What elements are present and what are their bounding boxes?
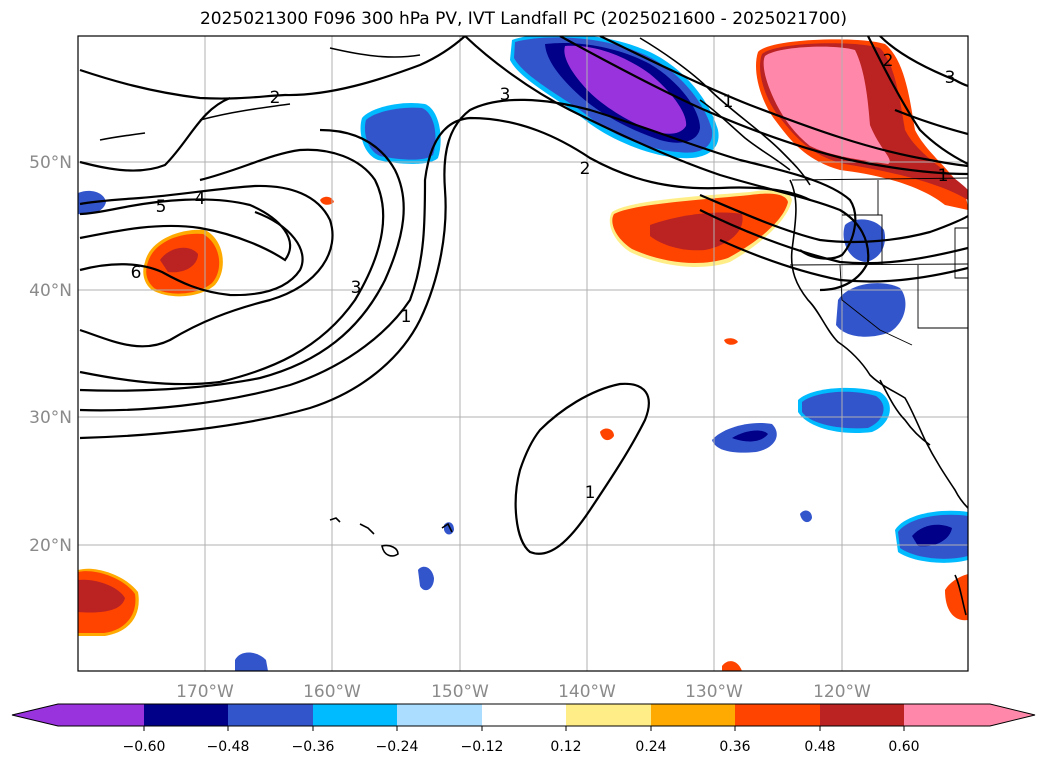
colorbar-swatch-6: [482, 704, 566, 726]
colorbar-tick-label: −0.36: [292, 739, 335, 755]
colorbar-swatch-10: [820, 704, 904, 726]
colorbar-extend-right: [990, 704, 1035, 726]
colorbar-tick-label: −0.24: [376, 739, 419, 755]
colorbar-tick-label: −0.48: [207, 739, 250, 755]
contour-label-3: 3: [500, 85, 511, 105]
contour-label-3c: 3: [945, 68, 956, 88]
contour-label-1: 1: [401, 307, 412, 327]
pv-contours: [79, 36, 968, 555]
latitude-labels: 50°N 40°N 30°N 20°N: [29, 153, 72, 556]
contour-label-3b: 3: [351, 278, 362, 298]
graticule: [78, 36, 968, 671]
shading-positive-pacific-northwest: [755, 39, 968, 211]
colorbar-extend-left: [12, 704, 58, 726]
lon-label-120w: 120°W: [813, 682, 871, 702]
contour-label-5: 5: [156, 197, 167, 217]
contour-label-1b: 1: [585, 483, 596, 503]
lon-label-170w: 170°W: [176, 682, 234, 702]
lon-label-130w: 130°W: [685, 682, 743, 702]
map-layers: 2 3 4 5 6 3 1 2 1 1 1 2 3: [78, 36, 968, 671]
map-frame: [77, 35, 969, 672]
contour-label-1c: 1: [723, 92, 734, 112]
colorbar-swatch-8: [651, 704, 735, 726]
colorbar-swatch-9: [735, 704, 820, 726]
contour-label-2b: 2: [580, 159, 591, 179]
shading-positive-west-pacific: [143, 196, 334, 297]
colorbar-swatch-5: [397, 704, 482, 726]
map-title: 2025021300 F096 300 hPa PV, IVT Landfall…: [199, 9, 847, 29]
colorbar-tick-label: 0.60: [888, 739, 919, 755]
shading-negative-north-pacific: [360, 102, 441, 164]
colorbar-tick-label: 0.48: [804, 739, 835, 755]
colorbar-swatch-4: [313, 704, 397, 726]
lat-label-30n: 30°N: [29, 408, 72, 428]
shading-negative-subtropics: [235, 387, 968, 671]
colorbar-tick-label: 0.24: [635, 739, 666, 755]
lon-label-160w: 160°W: [303, 682, 361, 702]
colorbar: −0.60 −0.48 −0.36 −0.24 −0.12 0.12 0.24 …: [11, 703, 1036, 755]
contour-labels: 2 3 4 5 6 3 1 2 1 1 1 2 3: [131, 51, 956, 503]
colorbar-outline: [11, 703, 1036, 727]
lat-label-40n: 40°N: [29, 281, 72, 301]
colorbar-swatch-3: [228, 704, 313, 726]
colorbar-swatch-2: [144, 704, 228, 726]
colorbar-tick-label: 0.36: [719, 739, 750, 755]
contour-label-1d: 1: [938, 166, 949, 186]
colorbar-swatch-1: [58, 704, 144, 726]
shading-positive-plume: [609, 190, 792, 267]
colorbar-tick-label: −0.60: [123, 739, 166, 755]
shading-negative-baja: [836, 283, 906, 337]
contour-label-4: 4: [195, 189, 206, 209]
coastlines: [99, 37, 968, 616]
contour-label-6: 6: [131, 263, 142, 283]
shading-positive-south: [78, 338, 968, 671]
contour-label-2: 2: [270, 88, 281, 108]
contour-label-2c: 2: [883, 51, 894, 71]
lat-label-50n: 50°N: [29, 153, 72, 173]
longitude-labels: 170°W 160°W 150°W 140°W 130°W 120°W: [176, 682, 871, 702]
lon-label-140w: 140°W: [558, 682, 616, 702]
colorbar-tick-label: −0.12: [461, 739, 504, 755]
lat-label-20n: 20°N: [29, 536, 72, 556]
colorbar-swatch-7: [566, 704, 651, 726]
colorbar-swatch-11: [904, 704, 990, 726]
colorbar-tick-label: 0.12: [550, 739, 581, 755]
lon-label-150w: 150°W: [431, 682, 489, 702]
